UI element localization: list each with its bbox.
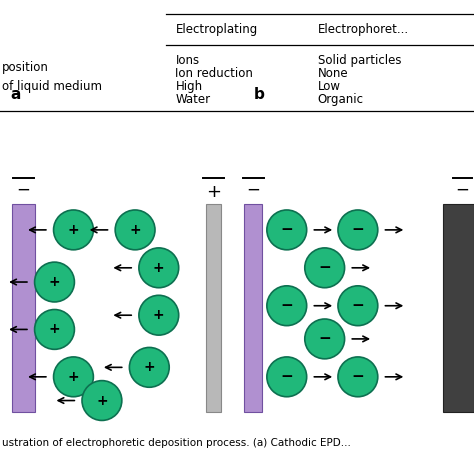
Bar <box>12 204 35 412</box>
Text: −: − <box>352 222 364 237</box>
Text: +: + <box>49 275 60 289</box>
Circle shape <box>35 262 74 302</box>
Text: +: + <box>153 308 164 322</box>
Bar <box>443 204 474 412</box>
Circle shape <box>305 248 345 288</box>
Text: Ion reduction: Ion reduction <box>175 67 253 80</box>
Text: Electrophoret...: Electrophoret... <box>318 23 409 36</box>
Text: High: High <box>175 80 202 93</box>
Circle shape <box>338 357 378 397</box>
Text: Ions: Ions <box>175 54 200 67</box>
Text: +: + <box>129 223 141 237</box>
Circle shape <box>267 357 307 397</box>
Text: Water: Water <box>175 92 210 106</box>
Text: −: − <box>319 260 331 275</box>
Circle shape <box>139 248 179 288</box>
Circle shape <box>115 210 155 250</box>
Circle shape <box>82 381 122 420</box>
Circle shape <box>35 310 74 349</box>
Text: −: − <box>246 181 260 199</box>
Text: −: − <box>352 369 364 384</box>
Text: b: b <box>254 87 264 102</box>
Text: −: − <box>455 181 469 199</box>
Text: −: − <box>281 298 293 313</box>
Text: Electroplating: Electroplating <box>175 23 258 36</box>
Circle shape <box>54 357 93 397</box>
Text: +: + <box>49 322 60 337</box>
Text: Solid particles: Solid particles <box>318 54 401 67</box>
Text: +: + <box>96 393 108 408</box>
Circle shape <box>338 286 378 326</box>
Text: Organic: Organic <box>318 92 364 106</box>
Text: −: − <box>319 331 331 346</box>
Circle shape <box>267 286 307 326</box>
Bar <box>206 204 221 412</box>
Circle shape <box>129 347 169 387</box>
Circle shape <box>338 210 378 250</box>
Text: position: position <box>2 61 49 74</box>
Text: Low: Low <box>318 80 341 93</box>
Text: +: + <box>68 223 79 237</box>
Text: a: a <box>10 87 21 102</box>
Circle shape <box>54 210 93 250</box>
Text: −: − <box>352 298 364 313</box>
Text: −: − <box>16 181 30 199</box>
Text: +: + <box>153 261 164 275</box>
Circle shape <box>305 319 345 359</box>
Bar <box>244 204 262 412</box>
Text: of liquid medium: of liquid medium <box>2 80 102 93</box>
Circle shape <box>267 210 307 250</box>
Text: −: − <box>281 369 293 384</box>
Text: +: + <box>68 370 79 384</box>
Text: None: None <box>318 67 348 80</box>
Text: ustration of electrophoretic deposition process. (a) Cathodic EPD...: ustration of electrophoretic deposition … <box>2 438 351 448</box>
Text: −: − <box>281 222 293 237</box>
Text: +: + <box>144 360 155 374</box>
Text: +: + <box>206 183 221 201</box>
Circle shape <box>139 295 179 335</box>
